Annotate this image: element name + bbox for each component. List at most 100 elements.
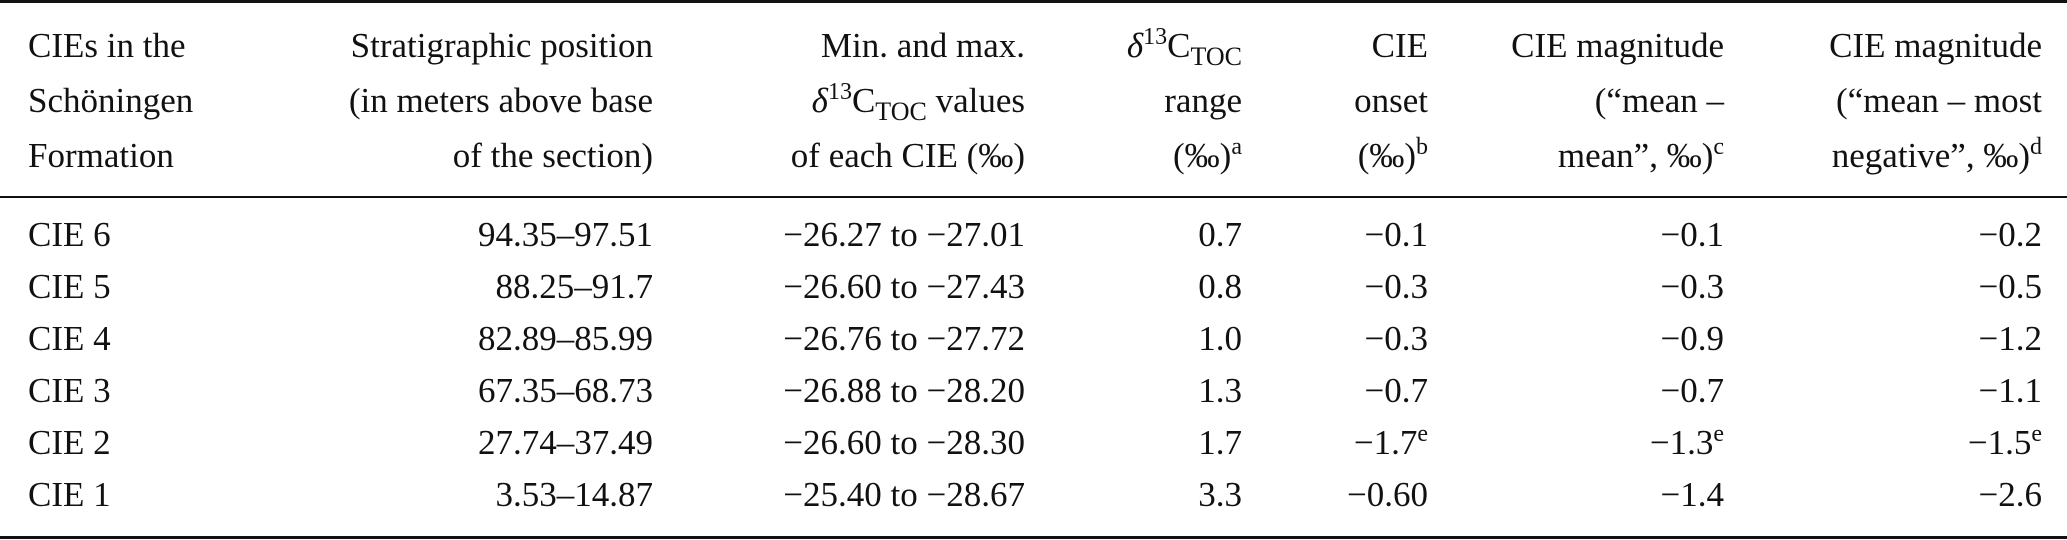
cell-position: 94.35–97.51 [280, 209, 653, 261]
cell-position: 88.25–91.7 [280, 261, 654, 313]
cell-value: CIE 5 [28, 267, 111, 306]
header-line: mean”, ‰)c [1440, 128, 1724, 183]
cell-range: 1.3 [1040, 365, 1242, 417]
table-row: CIE 1 3.53–14.87 −25.40 to −28.67 3.3 −0.60 −… [0, 469, 2067, 521]
cell-value: −1.1 [1978, 371, 2043, 410]
cell-range: 0.7 [1040, 209, 1242, 261]
header-cie-onset: CIE onset (‰)b [1260, 18, 1428, 183]
header-line: onset [1354, 81, 1428, 120]
delta-symbol: δ [1126, 26, 1144, 65]
table-header-rule [0, 196, 2067, 198]
header-line: range [1164, 81, 1242, 120]
cell-value: 3.3 [1198, 475, 1242, 514]
header-line: δ13CTOC [1040, 18, 1242, 73]
table-row: CIE 2 27.74–37.49 −26.60 to −28.30 1.7 −1.7 e… [0, 417, 2067, 469]
footnote-marker: e [2031, 421, 2042, 447]
header-text: (‰) [1357, 136, 1416, 175]
cell-value: −0.3 [1364, 319, 1429, 358]
cell-position: 67.35–68.73 [280, 365, 653, 417]
cell-min-max: −26.88 to −28.20 [680, 365, 1025, 417]
cell-value: −0.3 [1660, 267, 1725, 306]
cell-value: −0.3 [1364, 267, 1429, 306]
cell-cie: CIE 5 [28, 261, 268, 313]
cell-magnitude-most-negative: −1.5e [1740, 417, 2042, 469]
cell-magnitude-most-negative: −1.2 [1740, 313, 2043, 365]
header-magnitude-most-negative: CIE magnitude (“mean – most negative”, ‰… [1740, 18, 2042, 183]
header-stratigraphic-position: Stratigraphic position (in meters above … [280, 18, 653, 183]
cell-min-max: −26.60 to −27.43 [680, 261, 1025, 313]
cell-value: 3.53–14.87 [495, 475, 654, 514]
table-row: CIE 6 94.35–97.51 −26.27 to −27.01 0.7 −0.1 −… [0, 209, 2067, 261]
cell-magnitude-mean: −0.7 [1440, 365, 1725, 417]
cell-value: CIE 1 [28, 475, 111, 514]
cell-min-max: −26.76 to −27.72 [680, 313, 1025, 365]
cell-value: CIE 4 [28, 319, 111, 358]
table-row: CIE 3 67.35–68.73 −26.88 to −28.20 1.3 −0.7 −… [0, 365, 2067, 417]
cell-value: CIE 2 [28, 423, 111, 462]
cell-value: −1.7 [1353, 423, 1418, 462]
header-line: Stratigraphic position [350, 26, 653, 65]
carbon-symbol: C [851, 81, 876, 120]
cell-cie: CIE 2 [28, 417, 268, 469]
cell-value: 0.8 [1198, 267, 1242, 306]
cell-position: 82.89–85.99 [280, 313, 653, 365]
header-line: of each CIE (‰) [790, 136, 1025, 175]
header-min-max-values: Min. and max. δ13CTOC values of each CIE… [680, 18, 1025, 183]
cell-magnitude-mean: −0.9 [1440, 313, 1725, 365]
cell-magnitude-mean: −0.3 [1440, 261, 1725, 313]
header-line: CIE magnitude [1511, 26, 1724, 65]
cell-value: 94.35–97.51 [478, 215, 653, 254]
cell-value: 1.0 [1198, 319, 1242, 358]
cell-range: 0.8 [1040, 261, 1242, 313]
cell-value: −0.7 [1660, 371, 1725, 410]
cell-min-max: −26.27 to −27.01 [680, 209, 1025, 261]
table-bottom-rule [0, 536, 2067, 539]
header-line: (“mean – most [1835, 81, 2042, 120]
cell-magnitude-most-negative: −0.5 [1740, 261, 2043, 313]
cell-value: CIE 3 [28, 371, 111, 410]
cell-range: 1.7 [1040, 417, 1242, 469]
footnote-marker: a [1231, 134, 1242, 160]
carbon-symbol: C [1167, 26, 1191, 65]
cell-value: −0.2 [1978, 215, 2043, 254]
cell-value: −0.5 [1978, 267, 2043, 306]
table-row: CIE 4 82.89–85.99 −26.76 to −27.72 1.0 −0.3 −… [0, 313, 2067, 365]
header-line: Formation [28, 136, 174, 175]
header-text: mean”, ‰) [1557, 136, 1714, 175]
cell-value: −26.27 to −27.01 [783, 215, 1025, 254]
cell-value: −26.60 to −28.30 [783, 423, 1025, 462]
header-line: δ13CTOC values [680, 73, 1025, 128]
cell-onset: −0.60 [1260, 469, 1428, 521]
cell-value: 67.35–68.73 [478, 371, 653, 410]
cell-value: 27.74–37.49 [478, 423, 653, 462]
cell-value: −2.6 [1978, 475, 2043, 514]
header-line: Min. and max. [820, 26, 1025, 65]
cell-value: 1.3 [1198, 371, 1242, 410]
header-cie: CIEs in the Schöningen Formation [28, 18, 193, 183]
cell-value: 82.89–85.99 [478, 319, 653, 358]
cell-cie: CIE 3 [28, 365, 268, 417]
cell-value: CIE 6 [28, 215, 111, 254]
cell-value: 1.7 [1198, 423, 1242, 462]
cell-onset: −0.1 [1260, 209, 1429, 261]
cell-value: −26.76 to −27.72 [783, 319, 1025, 358]
cell-position: 3.53–14.87 [280, 469, 654, 521]
cell-cie: CIE 1 [28, 469, 268, 521]
header-line: (in meters above base [348, 81, 653, 120]
header-line: CIEs in the [28, 26, 186, 65]
table-row: CIE 5 88.25–91.7 −26.60 to −27.43 0.8 −0.3 −0… [0, 261, 2067, 313]
cell-value: −1.4 [1660, 475, 1725, 514]
cell-min-max: −26.60 to −28.30 [680, 417, 1025, 469]
cell-value: −26.88 to −28.20 [783, 371, 1025, 410]
header-line: negative”, ‰)d [1740, 128, 2042, 183]
footnote-marker: e [1713, 421, 1724, 447]
cell-value: −0.7 [1364, 371, 1429, 410]
footnote-marker: c [1713, 134, 1724, 160]
footnote-marker: d [2030, 134, 2042, 160]
cell-value: −1.5 [1967, 423, 2032, 462]
cell-value: −25.40 to −28.67 [783, 475, 1025, 514]
cell-cie: CIE 6 [28, 209, 268, 261]
header-line: (‰)b [1260, 128, 1428, 183]
isotope-superscript: 13 [1143, 24, 1168, 50]
